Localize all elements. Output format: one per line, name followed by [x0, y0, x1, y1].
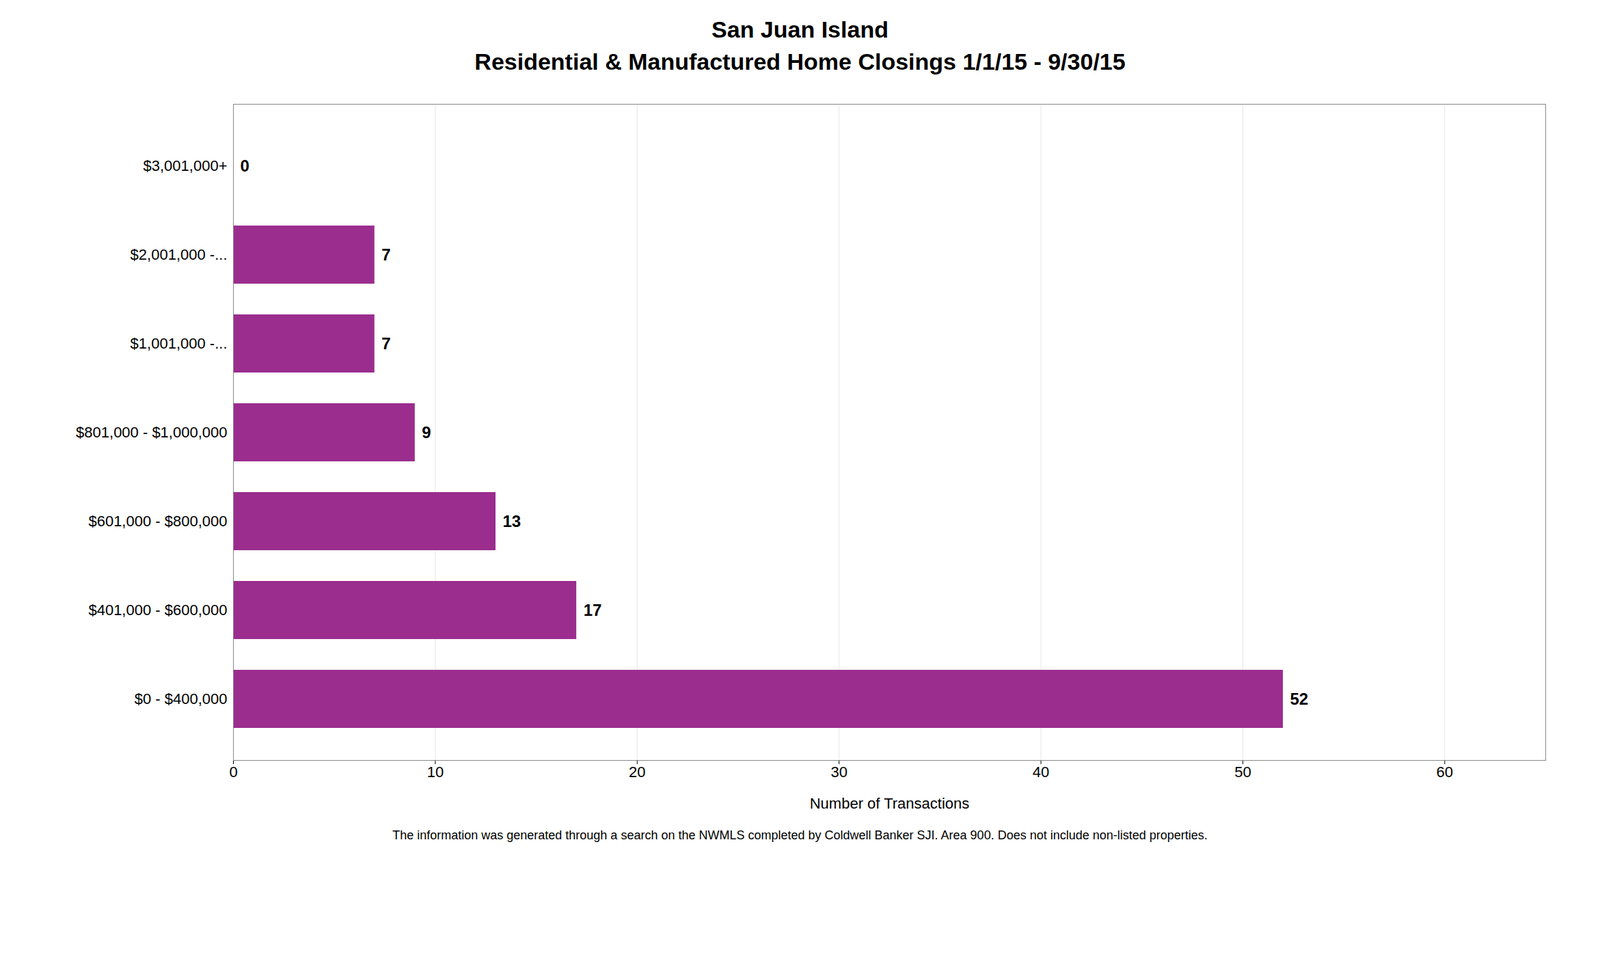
svg-text:52: 52	[1289, 689, 1309, 709]
html-text:The information was generated: The information was generated through a …	[392, 828, 1208, 843]
html-text:Residential & Manufactured Hom: Residential & Manufactured Home Closings…	[474, 48, 1126, 75]
svg-text:50: 50	[1234, 763, 1251, 781]
svg-text:$0 - $400,000: $0 - $400,000	[133, 690, 227, 708]
svg-text:13: 13	[502, 511, 521, 531]
svg-text:$2,001,000 -...: $2,001,000 -...	[129, 246, 227, 264]
svg-text:$3,001,000+: $3,001,000+	[142, 157, 227, 175]
svg-text:17: 17	[582, 600, 602, 620]
svg-text:7: 7	[381, 245, 391, 264]
svg-text:30: 30	[830, 763, 847, 781]
svg-text:60: 60	[1435, 763, 1453, 781]
svg-text:$801,000 - $1,000,000: $801,000 - $1,000,000	[75, 423, 227, 441]
html-text:San Juan Island: San Juan Island	[711, 16, 889, 43]
svg-text:$1,001,000 -...: $1,001,000 -...	[129, 334, 227, 352]
svg-text:Number of Transactions: Number of Transactions	[809, 794, 970, 812]
svg-text:9: 9	[421, 423, 431, 442]
svg-text:10: 10	[426, 763, 443, 781]
svg-text:7: 7	[381, 334, 391, 353]
svg-text:0: 0	[239, 156, 249, 175]
svg-text:$601,000 - $800,000: $601,000 - $800,000	[88, 512, 227, 530]
svg-text:40: 40	[1032, 763, 1049, 781]
svg-text:0: 0	[228, 763, 238, 781]
svg-text:20: 20	[628, 763, 646, 781]
svg-text:$401,000 - $600,000: $401,000 - $600,000	[88, 601, 227, 619]
